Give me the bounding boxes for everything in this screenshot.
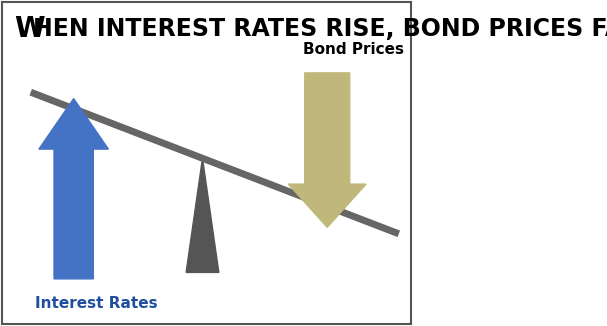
Text: Interest Rates: Interest Rates [35,296,157,311]
Polygon shape [186,158,219,273]
Text: W: W [15,15,45,43]
Text: Bond Prices: Bond Prices [303,42,404,57]
Polygon shape [39,99,109,279]
Polygon shape [288,73,366,227]
Text: HEN INTEREST RATES RISE, BOND PRICES FALL.: HEN INTEREST RATES RISE, BOND PRICES FAL… [33,17,607,40]
